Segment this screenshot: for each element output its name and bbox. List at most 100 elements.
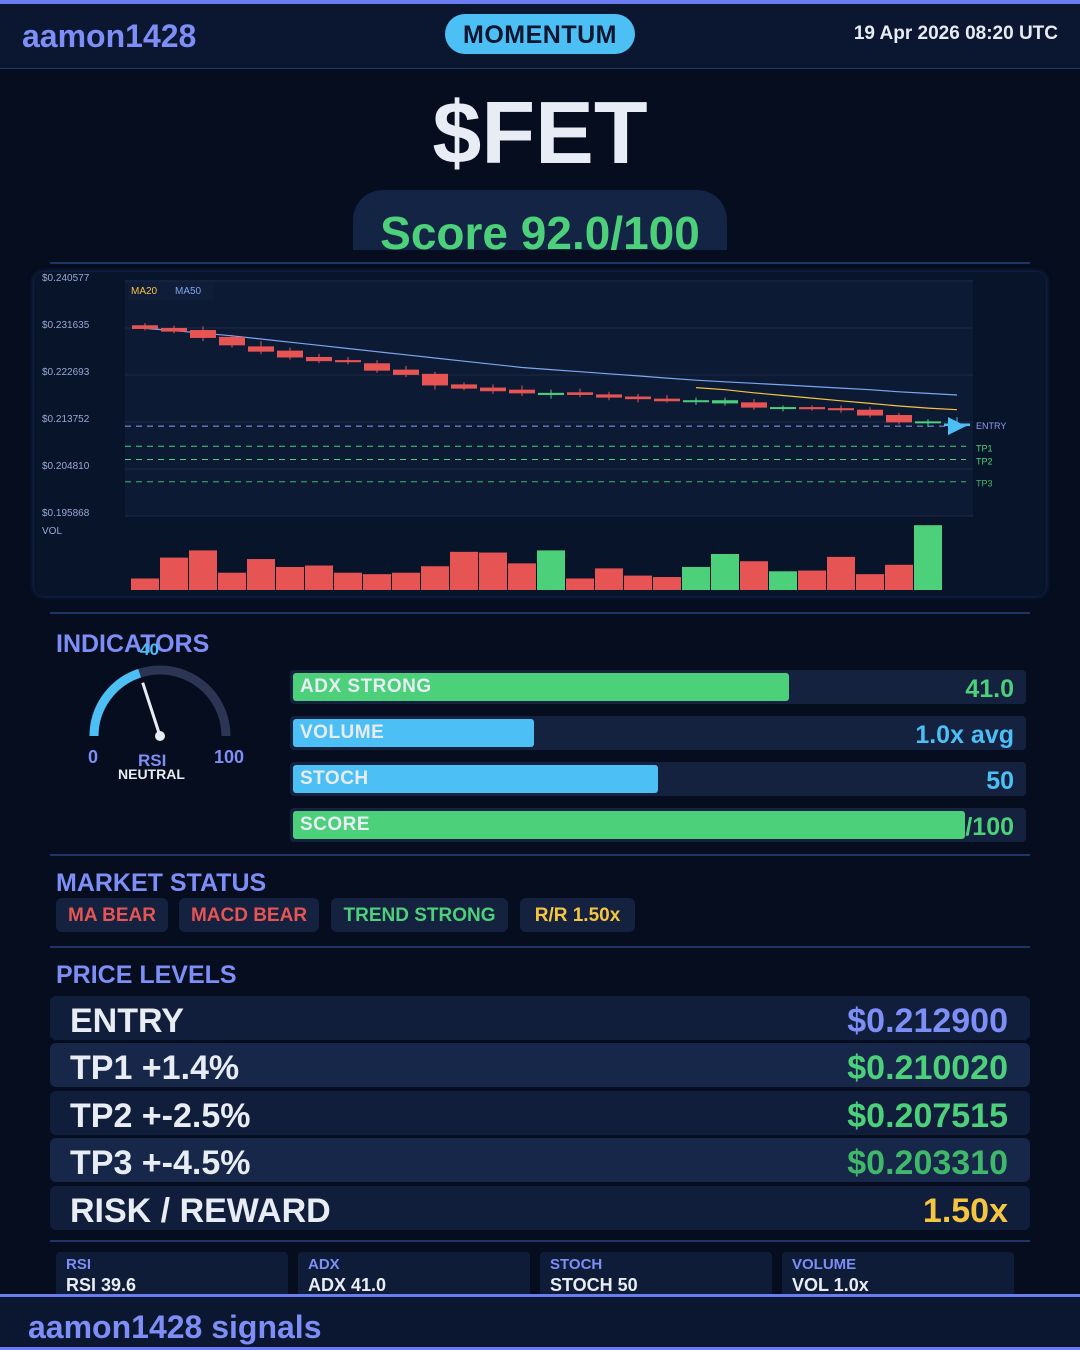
level-line-label: TP3 [976,479,993,489]
ma20-line [695,387,958,411]
top-accent-line [0,0,1080,4]
candle-body [451,384,477,389]
gauge-needle [141,682,162,737]
stoch-bar-label: STOCH [300,768,369,789]
macd-bear-badge: MACD BEAR [179,898,319,932]
ma50-line [144,327,958,396]
adx-bar-fill [293,673,790,701]
stat-volume: VOLUME VOL 1.0x [782,1252,1014,1296]
score-bar-fill [293,811,965,839]
rr-badge: R/R 1.50x [520,898,635,932]
legend-ma50: MA50 [175,286,202,297]
candle-body [625,396,651,400]
level-value: $0.210020 [847,1049,1008,1087]
level-line-label: TP1 [976,443,993,453]
level-row-risk-reward: RISK / REWARD 1.50x [50,1186,1030,1230]
stat-title: ADX [308,1256,340,1273]
volume-bar [276,566,304,590]
stat-title: VOLUME [792,1256,857,1273]
y-tick-label: $0.222693 [42,367,90,378]
footer-bar: aamon1428 signals [0,1294,1080,1350]
volume-bar [450,551,478,590]
level-line-label: ENTRY [976,421,1006,431]
level-label: TP3 +-4.5% [70,1144,251,1182]
candle-body [915,421,941,424]
y-tick-label: $0.231635 [42,320,90,331]
divider [50,612,1030,614]
volume-bar [653,577,681,590]
rsi-status: NEUTRAL [118,766,185,782]
entry-arrow-icon [948,417,966,436]
stat-adx: ADX ADX 41.0 [298,1252,530,1296]
stat-value: RSI 39.6 [66,1275,137,1295]
candle-body [683,400,709,403]
level-value: $0.203310 [847,1144,1008,1182]
candle-body [190,330,216,338]
stat-value: VOL 1.0x [792,1275,869,1295]
candle-body [770,407,796,410]
candle-body [654,398,680,402]
score-text: Score 92.0/100 [380,207,700,250]
score-badge: Score 92.0/100 [353,190,727,250]
y-tick-label: $0.195868 [42,508,90,519]
candle-body [132,325,158,329]
level-label: ENTRY [70,1002,184,1040]
level-label: RISK / REWARD [70,1192,331,1230]
brand-name: aamon1428 [22,18,197,54]
ma-bear-badge: MA BEAR [56,898,168,932]
volume-bar [160,557,188,590]
divider [50,262,1030,264]
gauge-fill [89,668,142,737]
volume-label: VOL [42,526,62,537]
candle-body [596,394,622,398]
candle-body [364,363,390,371]
gauge-track [89,665,231,737]
volume-bar [682,566,710,590]
stoch-bar-value: 50 [986,767,1014,795]
level-row-entry: ENTRY $0.212900 [50,996,1030,1040]
volume-bar [566,578,594,590]
score-bar: 2/100 SCORE [290,808,1026,842]
stat-stoch: STOCH STOCH 50 [540,1252,772,1296]
candle-body [538,392,564,395]
volume-bar-fill [293,719,534,747]
divider [50,854,1030,856]
volume-bar [798,570,826,590]
stoch-bar-fill [293,765,658,793]
volume-bar-label: VOLUME [300,722,385,743]
candle-body [857,409,883,416]
candle-body [306,356,332,362]
level-value: $0.207515 [847,1097,1008,1135]
candle-body [219,336,245,346]
volume-bar [856,574,884,590]
volume-bar [595,568,623,590]
timestamp: 19 Apr 2026 08:20 UTC [853,23,1058,44]
stat-rsi: RSI RSI 39.6 [56,1252,288,1296]
volume-bar [740,561,768,590]
rsi-gauge-value: 40 [140,640,159,659]
gauge-hub [155,731,165,741]
candle-body [509,389,535,394]
volume-bar [247,559,275,590]
stoch-bar: STOCH 50 [290,762,1026,796]
volume-bar: VOLUME 1.0x avg [290,716,1026,750]
level-row-tp3: TP3 +-4.5% $0.203310 [50,1138,1030,1182]
level-row-tp2: TP2 +-2.5% $0.207515 [50,1091,1030,1135]
candle-body [335,360,361,363]
candle-body [567,392,593,395]
indicators-title: INDICATORS [56,630,210,658]
plot-area [125,280,973,516]
candle-body [393,369,419,375]
candle-body [422,373,448,386]
rsi-gauge-max: 100 [214,747,245,767]
candle-body [741,402,767,408]
y-tick-label: $0.240577 [42,273,90,284]
chart-svg: $0.240577 $0.231635 $0.222693 $0.213752 $0.2… [42,273,1006,590]
level-label: TP1 +1.4% [70,1049,240,1087]
stat-title: RSI [66,1256,92,1273]
footer-brand: aamon1428 signals [28,1309,322,1345]
score-bar-label: SCORE [300,814,371,835]
level-line-label: TP2 [976,457,993,467]
volume-bar [131,578,159,590]
volume-bar [508,563,536,590]
